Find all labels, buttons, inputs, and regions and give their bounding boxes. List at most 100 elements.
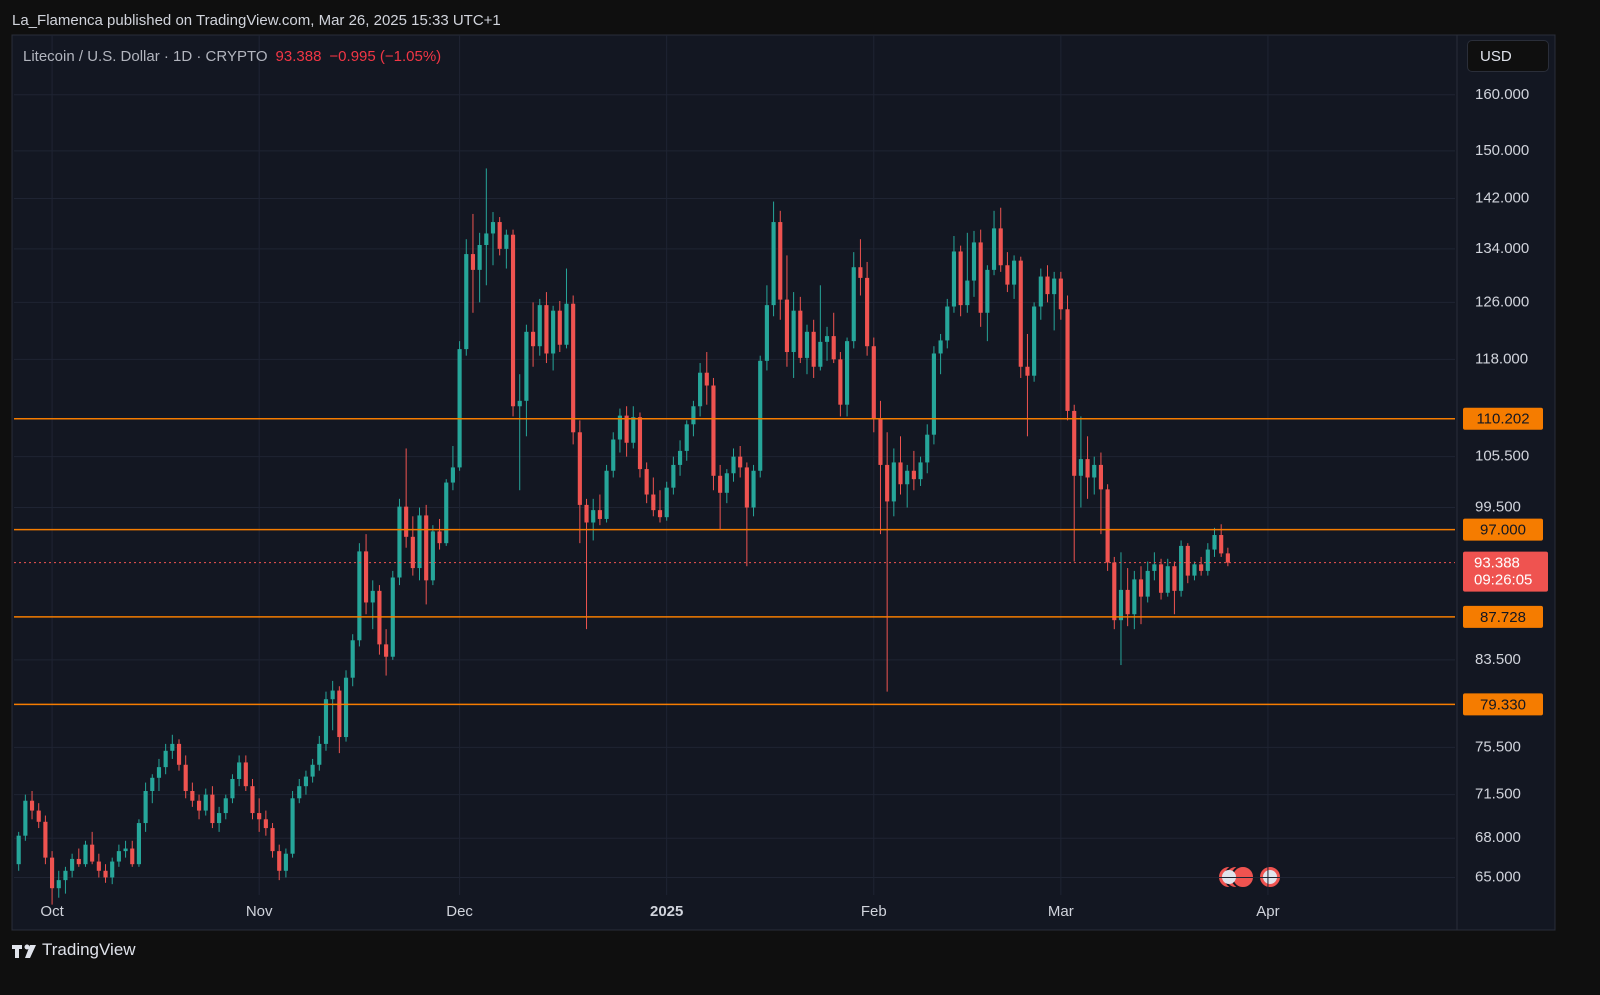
last-price-label-bg bbox=[1463, 551, 1548, 592]
candle-body bbox=[50, 857, 55, 889]
candle-body bbox=[945, 306, 950, 341]
candle-body bbox=[938, 340, 943, 354]
candle-body bbox=[297, 786, 302, 799]
candle-body bbox=[1058, 278, 1063, 310]
candle-body bbox=[891, 462, 896, 502]
candle-body bbox=[537, 305, 542, 347]
candle-body bbox=[510, 234, 516, 407]
candle-body bbox=[744, 467, 749, 508]
candle-body bbox=[404, 506, 409, 537]
x-tick-label: Feb bbox=[861, 903, 887, 920]
candle-body bbox=[1045, 276, 1050, 295]
candle-body bbox=[270, 828, 275, 852]
candle-body bbox=[23, 800, 28, 836]
legend: Litecoin / U.S. Dollar · 1D · CRYPTO 93.… bbox=[23, 48, 441, 65]
level-label-bg bbox=[1463, 407, 1543, 430]
candle-body bbox=[444, 482, 449, 544]
candle-body bbox=[544, 305, 549, 354]
candle-body bbox=[257, 813, 262, 820]
candle-body bbox=[230, 778, 235, 799]
candle-body bbox=[190, 790, 195, 801]
candle-body bbox=[531, 331, 536, 347]
brand: TradingView bbox=[42, 940, 136, 959]
candle-body bbox=[176, 743, 182, 765]
candle-body bbox=[350, 640, 355, 678]
level-label-bg bbox=[1463, 518, 1543, 541]
candle-body bbox=[290, 798, 295, 854]
publish-header: La_Flamenca published on TradingView.com… bbox=[12, 12, 501, 29]
candle-body bbox=[450, 467, 455, 483]
x-tick-label: 2025 bbox=[650, 903, 683, 920]
candle-body bbox=[430, 531, 435, 581]
candle-body bbox=[130, 848, 135, 865]
candle-body bbox=[303, 776, 309, 787]
level-label: 79.330 bbox=[1480, 696, 1526, 713]
candle-body bbox=[844, 341, 850, 405]
candle-body bbox=[1118, 589, 1124, 621]
candle-body bbox=[831, 336, 836, 360]
candle-body bbox=[243, 762, 248, 787]
candle-body bbox=[424, 515, 429, 581]
candle-body bbox=[1012, 260, 1017, 285]
y-tick-label: 68.000 bbox=[1475, 829, 1521, 846]
candle-body bbox=[838, 359, 843, 405]
candle-body bbox=[330, 690, 335, 700]
candle-body bbox=[1172, 566, 1177, 591]
candle-body bbox=[577, 432, 582, 505]
price-change: −0.995 (−1.05%) bbox=[329, 48, 442, 65]
candle-body bbox=[343, 677, 349, 738]
currency-button[interactable]: USD bbox=[1467, 40, 1549, 72]
candle-body bbox=[323, 699, 329, 744]
candle-body bbox=[56, 880, 61, 889]
candle-body bbox=[571, 303, 576, 433]
candle-body bbox=[16, 835, 21, 865]
candle-body bbox=[43, 821, 48, 858]
candle-body bbox=[858, 267, 863, 278]
candle-body bbox=[824, 336, 830, 342]
x-tick-label: Oct bbox=[40, 903, 64, 920]
candle-body bbox=[804, 331, 810, 358]
candle-body bbox=[504, 234, 509, 249]
chart-pane bbox=[11, 34, 1556, 931]
candle-body bbox=[711, 385, 716, 476]
candle-body bbox=[778, 222, 783, 300]
candle-body bbox=[931, 353, 936, 435]
candle-body bbox=[657, 510, 663, 518]
candle-body bbox=[1005, 265, 1010, 285]
x-tick-label: Dec bbox=[446, 903, 473, 920]
candle-body bbox=[604, 470, 609, 519]
candle-body bbox=[1165, 566, 1170, 593]
level-label: 97.000 bbox=[1480, 522, 1526, 539]
candle-body bbox=[163, 750, 168, 768]
candle-body bbox=[497, 222, 502, 249]
candle-body bbox=[998, 228, 1003, 266]
candle-body bbox=[484, 233, 489, 245]
candle-body bbox=[718, 475, 723, 493]
candle-body bbox=[724, 473, 729, 493]
candle-body bbox=[90, 844, 95, 862]
candle-body bbox=[771, 222, 776, 306]
candle-body bbox=[1192, 564, 1197, 576]
candle-body bbox=[384, 644, 389, 657]
candle-body bbox=[564, 303, 569, 345]
candle-body bbox=[905, 470, 910, 485]
candle-body bbox=[851, 267, 856, 342]
candle-body bbox=[477, 244, 482, 270]
candle-body bbox=[885, 464, 890, 502]
candle-body bbox=[664, 487, 669, 518]
candle-body bbox=[490, 222, 496, 234]
candle-body bbox=[557, 310, 562, 345]
y-tick-label: 142.000 bbox=[1475, 189, 1529, 206]
candle-body bbox=[1112, 562, 1117, 621]
y-tick-label: 99.500 bbox=[1475, 498, 1521, 515]
candle-body bbox=[871, 346, 876, 419]
candle-body bbox=[277, 851, 282, 871]
candle-body bbox=[96, 861, 101, 871]
candle-body bbox=[1179, 545, 1184, 591]
candle-body bbox=[798, 310, 803, 358]
candle-body bbox=[317, 743, 322, 765]
candle-body bbox=[865, 277, 870, 347]
candle-body bbox=[818, 341, 823, 367]
candle-body bbox=[1125, 589, 1130, 615]
